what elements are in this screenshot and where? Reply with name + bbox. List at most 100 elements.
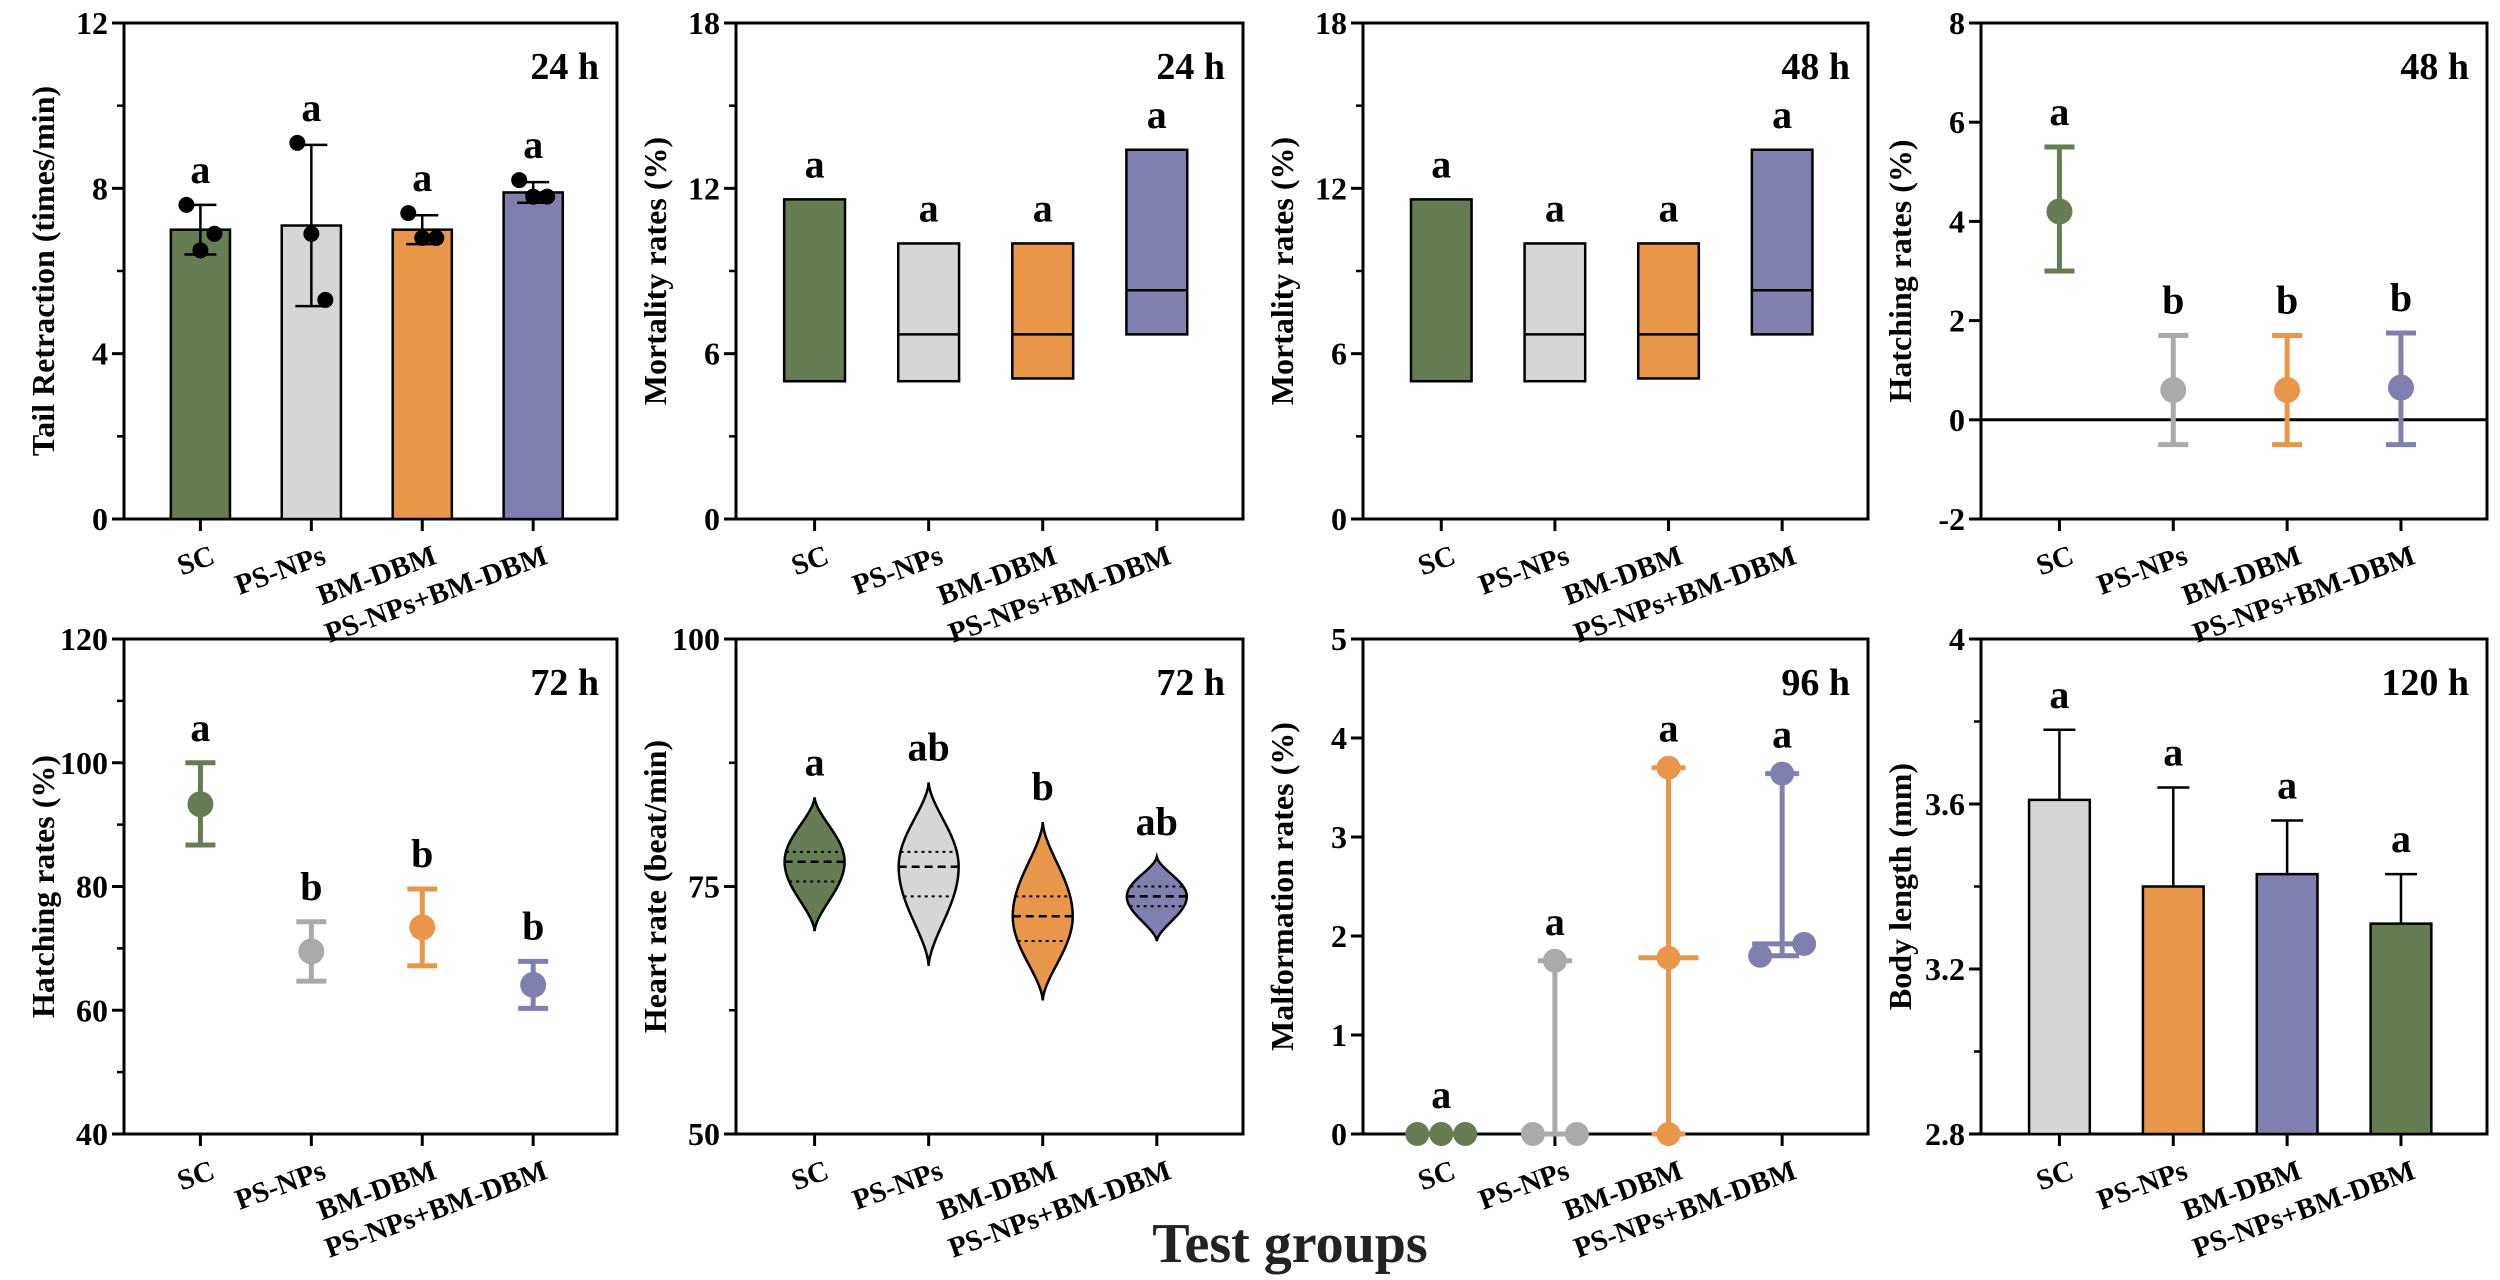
significance-letter: a [1659, 706, 1679, 751]
plot-frame [1979, 21, 2489, 521]
significance-letter: a [2049, 89, 2069, 134]
y-tick-label: 80 [76, 869, 108, 905]
x-tick-label: SC [2032, 540, 2078, 583]
bar [2255, 872, 2319, 1136]
violin [897, 782, 960, 966]
y-tick-label: 0 [1949, 402, 1965, 438]
floating-bar [1523, 242, 1587, 383]
x-tick-label: SC [1414, 1155, 1460, 1198]
significance-letter: a [190, 147, 210, 192]
x-tick-label: SC [1414, 540, 1460, 583]
y-tick-label: 6 [1949, 104, 1965, 140]
mean-point [298, 938, 325, 965]
floating-bar [782, 198, 847, 383]
data-point [1520, 1122, 1545, 1146]
y-tick-label: 12 [76, 5, 108, 41]
significance-letter: b [2162, 277, 2184, 322]
y-axis-label: Mortality rates (%) [1264, 137, 1300, 405]
significance-letter: a [412, 155, 432, 200]
violin [1125, 851, 1189, 942]
significance-letter: a [805, 739, 825, 784]
data-point [414, 229, 431, 246]
y-axis-label: Tail Retraction (times/min) [25, 86, 61, 456]
bar [280, 224, 343, 521]
time-label: 72 h [530, 662, 599, 704]
y-tick-label: 1 [1331, 1017, 1347, 1053]
mean-point [2274, 377, 2301, 404]
data-point [1656, 1122, 1681, 1146]
y-tick-label: 5 [1331, 621, 1347, 657]
time-label: 96 h [1781, 662, 1850, 704]
y-tick-label: 100 [60, 745, 108, 781]
y-axis-label: Malformation rates (%) [1264, 722, 1300, 1051]
significance-letter: a [1772, 92, 1792, 137]
bar [169, 228, 232, 521]
significance-letter: a [190, 705, 210, 750]
y-tick-label: 8 [92, 170, 108, 206]
y-axis-label: Hatching rates (%) [25, 755, 61, 1018]
data-point [1564, 1122, 1589, 1146]
panel-1: 0 4 8 12 Tail Retraction (times/min) 24 h SC PS… [25, 5, 619, 650]
plot-frame [1361, 637, 1870, 1136]
significance-letter: a [1431, 1072, 1451, 1117]
significance-letter: a [805, 141, 825, 186]
significance-letter: b [1032, 764, 1054, 809]
x-tick-label: PS-NPs [848, 540, 947, 602]
y-tick-label: 12 [1315, 170, 1347, 206]
significance-letter: a [2391, 816, 2411, 861]
data-point [1792, 931, 1817, 956]
y-tick-label: 2.8 [1925, 1116, 1965, 1152]
bar [2141, 885, 2205, 1136]
y-tick-label: 4 [92, 336, 108, 372]
x-tick-label: SC [787, 540, 833, 583]
mean-point [2387, 374, 2414, 401]
significance-letter: a [1033, 185, 1053, 230]
bar [2369, 922, 2433, 1136]
data-point [400, 205, 417, 222]
data-point [525, 188, 542, 205]
significance-letter: ab [908, 725, 950, 770]
y-tick-label: 75 [688, 869, 720, 905]
significance-letter: b [411, 831, 433, 876]
panel-6: 50 75 100 Heart rate (beat/min) 72 h SC PS-NPs… [637, 621, 1245, 1265]
y-tick-label: 6 [704, 336, 720, 372]
x-tick-label: PS-NPs [1475, 1155, 1574, 1217]
significance-letter: a [1545, 185, 1565, 230]
bar [502, 191, 565, 521]
y-axis-label: Hatching rates (%) [1882, 139, 1918, 402]
data-point [539, 188, 556, 205]
significance-letter: a [1431, 141, 1451, 186]
y-tick-label: 3.2 [1925, 951, 1965, 987]
y-tick-label: 0 [1331, 501, 1347, 537]
significance-letter: a [919, 185, 939, 230]
data-point [428, 229, 445, 246]
y-tick-label: -2 [1938, 501, 1965, 537]
bar [391, 228, 454, 521]
data-point [1429, 1122, 1454, 1146]
y-tick-label: 3.6 [1925, 786, 1965, 822]
y-tick-label: 100 [672, 621, 720, 657]
y-tick-label: 18 [688, 5, 720, 41]
y-tick-label: 2 [1331, 918, 1347, 954]
y-axis-label: Heart rate (beat/min) [637, 740, 673, 1033]
figure-xlabel: Test groups [1152, 1213, 1427, 1275]
mean-point [2160, 377, 2187, 404]
y-tick-label: 60 [76, 992, 108, 1028]
mean-point [187, 791, 214, 818]
data-point [1405, 1122, 1430, 1146]
significance-letter: ab [1136, 799, 1178, 844]
x-tick-label: SC [2032, 1155, 2078, 1198]
y-tick-label: 8 [1949, 5, 1965, 41]
time-label: 72 h [1156, 662, 1225, 704]
y-axis-label: Body length (mm) [1882, 763, 1918, 1010]
x-tick-label: PS-NPs [2093, 1155, 2192, 1217]
x-tick-label: PS-NPs [2093, 540, 2192, 602]
y-axis-label: Mortality rates (%) [637, 137, 673, 405]
x-tick-label: PS-NPs [231, 1155, 330, 1217]
time-label: 24 h [530, 46, 599, 88]
x-tick-label: PS-NPs [848, 1155, 947, 1217]
floating-bar [1636, 242, 1701, 380]
